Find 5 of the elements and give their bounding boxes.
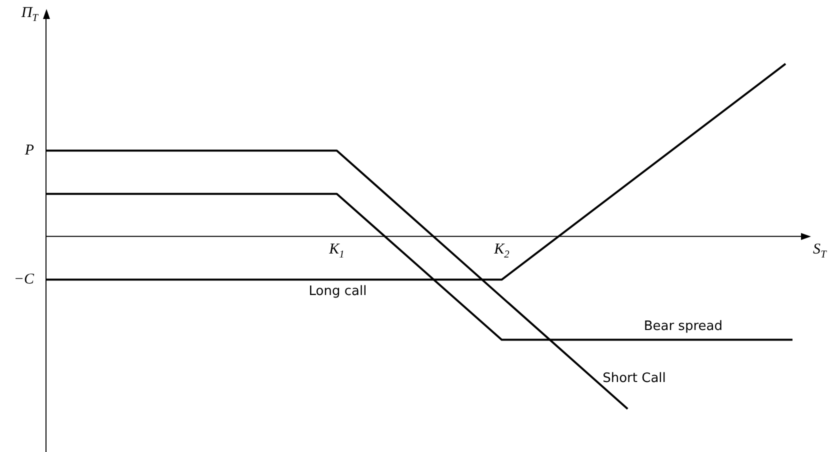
series-label: Long call	[308, 284, 367, 300]
annotation: −C	[14, 272, 35, 288]
series-label: Short Call	[602, 371, 666, 386]
annotation: P	[24, 142, 34, 159]
series-label: Bear spread	[644, 319, 722, 334]
